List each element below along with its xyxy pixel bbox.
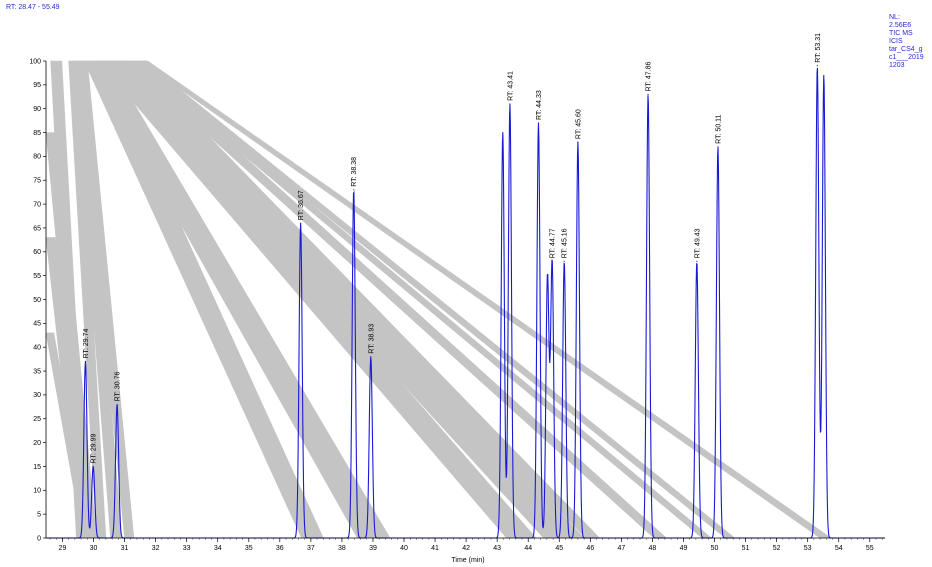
scan-info-line: tar_CS4_g — [889, 46, 923, 53]
peak-apex-marker — [502, 131, 504, 134]
x-tick-label: 39 — [369, 545, 377, 552]
y-tick-label: 15 — [33, 464, 41, 471]
x-tick-label: 55 — [866, 545, 874, 552]
y-tick-label: 100 — [29, 58, 41, 65]
peak-rt-label: RT: 36.67 — [298, 190, 305, 220]
peak-apex-marker — [563, 260, 565, 262]
x-tick-label: 38 — [338, 545, 346, 552]
scan-info-line: 2.56E6 — [889, 22, 912, 29]
gray-band — [142, 60, 832, 538]
peak-apex-marker — [353, 189, 355, 191]
x-tick-label: 52 — [773, 545, 781, 552]
scan-info-line: c1___2019 — [889, 54, 924, 61]
peak-rt-label: RT: 29.74 — [83, 329, 90, 359]
scan-info-line: TIC MS — [889, 30, 913, 37]
peak-rt-label: RT: 30.76 — [115, 371, 122, 401]
y-tick-label: 55 — [33, 273, 41, 280]
peak-apex-marker — [551, 260, 553, 262]
scan-info-line: ICIS — [889, 38, 903, 45]
peak-rt-label: RT: 53.31 — [815, 33, 822, 63]
y-tick-label: 35 — [33, 368, 41, 375]
peak-apex-marker — [577, 141, 579, 143]
rt-range-label: RT: 28.47 - 55.49 — [6, 4, 60, 11]
peak-apex-marker — [647, 93, 649, 95]
y-tick-label: 5 — [37, 511, 41, 518]
peak-apex-marker — [717, 146, 719, 148]
x-tick-label: 33 — [183, 545, 191, 552]
peak-rt-label: RT: 45.16 — [562, 228, 569, 258]
peak-apex-marker — [823, 74, 825, 76]
x-tick-label: 37 — [307, 545, 315, 552]
peak-apex-marker — [116, 403, 118, 406]
y-tick-label: 30 — [33, 392, 41, 399]
peak-rt-label: RT: 38.38 — [351, 157, 358, 187]
peak-apex-marker — [696, 260, 698, 262]
x-tick-label: 54 — [835, 545, 843, 552]
x-tick-label: 30 — [90, 545, 98, 552]
y-tick-label: 65 — [33, 225, 41, 232]
x-tick-label: 50 — [711, 545, 719, 552]
y-tick-label: 60 — [33, 249, 41, 256]
peak-rt-label: RT: 45.60 — [575, 109, 582, 139]
y-tick-label: 50 — [33, 297, 41, 304]
x-tick-label: 41 — [431, 545, 439, 552]
x-axis-label: Time (min) — [451, 557, 484, 564]
x-tick-label: 48 — [649, 545, 657, 552]
x-tick-label: 53 — [804, 545, 812, 552]
peak-rt-label: RT: 49.43 — [694, 228, 701, 258]
y-tick-label: 10 — [33, 488, 41, 495]
peak-label-layer: RT: 29.74 RT: 29.99 RT: 30.76 RT: 36.67 RT: … — [83, 33, 822, 464]
x-tick-label: 35 — [245, 545, 253, 552]
x-tick-label: 44 — [524, 545, 532, 552]
y-tick-label: 95 — [33, 82, 41, 89]
peak-apex-marker — [84, 360, 87, 363]
peak-rt-label: RT: 44.33 — [536, 90, 543, 120]
x-tick-label: 43 — [493, 545, 501, 552]
x-tick-label: 31 — [121, 545, 129, 552]
scan-info-line: 1203 — [889, 62, 905, 69]
peak-rt-label: RT: 47.86 — [646, 61, 653, 91]
peak-apex-marker — [537, 122, 540, 124]
y-tick-label: 90 — [33, 106, 41, 113]
peak-rt-label: RT: 44.77 — [550, 228, 557, 258]
gray-band — [46, 332, 91, 538]
peak-apex-marker — [546, 275, 549, 277]
axes-layer: 0 5 10 15 20 25 30 35 40 45 50 55 60 65 70 75 80 85 90 95 10… — [29, 58, 885, 552]
peak-apex-marker — [509, 103, 511, 105]
peak-rt-label: RT: 43.41 — [507, 71, 514, 101]
peak-rt-label: RT: 29.99 — [91, 433, 98, 463]
x-tick-label: 29 — [59, 545, 67, 552]
x-tick-label: 49 — [680, 545, 688, 552]
peak-apex-marker — [370, 356, 372, 358]
x-tick-label: 40 — [400, 545, 408, 552]
scan-info-block: NL: 2.56E6 TIC MS ICIS tar_CS4_g c1___2019 120… — [889, 14, 929, 70]
y-tick-label: 25 — [33, 416, 41, 423]
peak-apex-marker — [92, 465, 94, 468]
x-tick-label: 32 — [152, 545, 160, 552]
peak-rt-label: RT: 50.11 — [715, 114, 722, 143]
x-tick-label: 47 — [617, 545, 625, 552]
gray-band — [129, 60, 712, 538]
x-tick-label: 36 — [276, 545, 284, 552]
x-tick-label: 51 — [742, 545, 750, 552]
x-tick-label: 45 — [555, 545, 563, 552]
y-tick-label: 20 — [33, 440, 41, 447]
y-tick-label: 40 — [33, 345, 41, 352]
peak-rt-label: RT: 38.93 — [368, 324, 375, 354]
y-tick-label: 85 — [33, 130, 41, 137]
peak-apex-marker — [300, 222, 302, 224]
gray-band-layer — [46, 60, 832, 538]
scan-info-line: NL: — [889, 14, 900, 21]
y-tick-label: 75 — [33, 178, 41, 185]
peak-apex-marker — [816, 65, 818, 67]
x-tick-label: 46 — [586, 545, 594, 552]
y-tick-label: 0 — [37, 535, 41, 542]
x-tick-label: 34 — [214, 545, 222, 552]
x-tick-label: 42 — [462, 545, 470, 552]
y-tick-label: 80 — [33, 154, 41, 161]
y-tick-label: 45 — [33, 321, 41, 328]
y-tick-label: 70 — [33, 201, 41, 208]
